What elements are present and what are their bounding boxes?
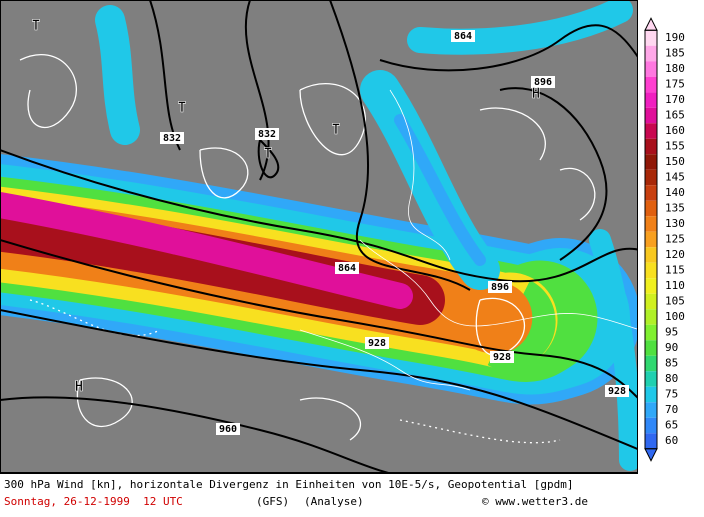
colorbar: 190 185 180 175 170 165 160 155 150 145 140 135 130 1… xyxy=(644,17,685,462)
contour-label: 960 xyxy=(219,424,237,435)
contour-label: 896 xyxy=(534,77,552,88)
contour-label-bg xyxy=(255,128,279,140)
colorbar-cell xyxy=(645,123,657,139)
map-frame xyxy=(0,0,638,473)
coastlines xyxy=(299,89,638,391)
colorbar-label: 130 xyxy=(665,217,685,230)
pressure-center: T xyxy=(32,18,40,34)
colorbar-cell xyxy=(645,76,657,93)
colorbar-cell xyxy=(645,185,657,201)
colorbar-label: 185 xyxy=(665,47,685,60)
colorbar-label: 150 xyxy=(665,155,685,168)
colorbar-cell xyxy=(645,231,657,248)
colorbar-label: 70 xyxy=(665,403,678,416)
contour-label: 928 xyxy=(608,386,626,397)
contour-label: 928 xyxy=(493,352,511,363)
divergence-isolines xyxy=(19,54,596,444)
colorbar-label: 65 xyxy=(665,419,678,432)
colorbar-cell xyxy=(645,278,657,294)
colorbar-label: 105 xyxy=(665,295,685,308)
colorbar-cell xyxy=(645,293,657,310)
colorbar-label: 190 xyxy=(665,31,685,44)
colorbar-label: 85 xyxy=(665,357,678,370)
colorbar-label: 175 xyxy=(665,78,685,91)
contour-label-bg xyxy=(160,132,184,144)
colorbar-label: 80 xyxy=(665,372,678,385)
colorbar-label: 60 xyxy=(665,434,678,447)
contour-label-bg xyxy=(488,281,512,293)
colorbar-cell xyxy=(645,417,657,434)
colorbar-cell xyxy=(645,402,657,418)
colorbar-cell xyxy=(645,30,657,46)
pressure-center: H xyxy=(75,379,83,395)
colorbar-cell xyxy=(645,247,657,263)
colorbar-cell xyxy=(645,371,657,387)
contour-label: 896 xyxy=(491,282,509,293)
pressure-center: T xyxy=(332,122,340,138)
contour-label-bg xyxy=(531,76,555,88)
colorbar-label: 160 xyxy=(665,124,685,137)
contour-label-bg xyxy=(335,262,359,274)
contour-label: 864 xyxy=(338,263,356,274)
contour-label: 832 xyxy=(258,129,276,140)
colorbar-label: 165 xyxy=(665,109,685,122)
colorbar-label: 100 xyxy=(665,310,685,323)
colorbar-label: 75 xyxy=(665,388,678,401)
colorbar-label: 180 xyxy=(665,62,685,75)
footer-model: (GFS) xyxy=(256,495,289,508)
footer-date: Sonntag, 26-12-1999 12 UTC xyxy=(4,495,183,508)
map xyxy=(0,0,638,473)
colorbar-cell xyxy=(645,433,657,449)
footer-run: (Analyse) xyxy=(304,495,364,508)
colorbar-label: 115 xyxy=(665,264,685,277)
colorbar-label: 120 xyxy=(665,248,685,261)
colorbar-cell xyxy=(645,107,657,124)
contour-label: 864 xyxy=(454,31,472,42)
footer-description: 300 hPa Wind [kn], horizontale Divergenz… xyxy=(4,478,574,491)
colorbar-cell xyxy=(645,169,657,186)
contour-label: 832 xyxy=(163,133,181,144)
colorbar-cell xyxy=(645,262,657,279)
colorbar-cell xyxy=(645,340,657,356)
colorbar-cell xyxy=(645,138,657,155)
contour-label-bg xyxy=(605,385,629,397)
colorbar-cell xyxy=(645,92,657,108)
contour-label-bg xyxy=(365,337,389,349)
contour-label-bg xyxy=(490,351,514,363)
colorbar-cell xyxy=(645,200,657,217)
colorbar-label: 90 xyxy=(665,341,678,354)
colorbar-label: 170 xyxy=(665,93,685,106)
colorbar-label: 125 xyxy=(665,233,685,246)
contour-label: 928 xyxy=(368,338,386,349)
colorbar-label: 155 xyxy=(665,140,685,153)
colorbar-label: 145 xyxy=(665,171,685,184)
colorbar-cell xyxy=(645,45,657,62)
pressure-center: H xyxy=(532,86,540,102)
colorbar-cell xyxy=(645,324,657,341)
pressure-center: T xyxy=(264,146,272,162)
footer-credit: © www.wetter3.de xyxy=(482,495,588,508)
colorbar-frame xyxy=(644,29,658,450)
geopotential-contours xyxy=(0,0,638,473)
colorbar-label: 135 xyxy=(665,202,685,215)
colorbar-label: 110 xyxy=(665,279,685,292)
colorbar-cell xyxy=(645,154,657,170)
colorbar-cell xyxy=(645,355,657,372)
colorbar-label: 95 xyxy=(665,326,678,339)
colorbar-cell xyxy=(645,386,657,403)
map-labels: 864 896 832 832 864 896 928 928 928 960 T T T T H H xyxy=(31,18,629,435)
contour-label-bg xyxy=(451,30,475,42)
pressure-center: T xyxy=(178,100,186,116)
colorbar-cell xyxy=(645,309,657,325)
colorbar-cell xyxy=(645,61,657,77)
colorbar-cell xyxy=(645,216,657,232)
colorbar-label: 140 xyxy=(665,186,685,199)
contour-label-bg xyxy=(216,423,240,435)
